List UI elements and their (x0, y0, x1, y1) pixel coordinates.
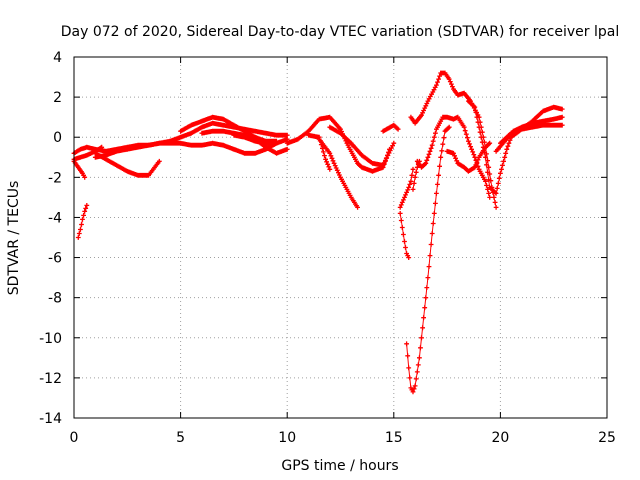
series-markers (231, 132, 279, 146)
series-markers (397, 211, 412, 260)
y-axis-title: SDTVAR / TECUs (6, 181, 22, 296)
series-markers (178, 114, 279, 144)
series-markers (75, 203, 90, 240)
y-tick-label: -4 (48, 210, 62, 226)
y-tick-label: -2 (48, 170, 62, 186)
x-tick-label: 25 (598, 430, 616, 446)
series-markers (414, 114, 493, 200)
y-tick-label: -12 (39, 371, 62, 387)
series-arc-7 (178, 114, 279, 144)
series-markers (92, 150, 162, 178)
series-arc-23 (493, 114, 565, 154)
series-arc-14 (380, 122, 401, 134)
series-arc-16 (397, 211, 412, 260)
series-markers (397, 166, 416, 210)
series-markers (466, 98, 565, 196)
x-axis-title: GPS time / hours (281, 458, 398, 474)
x-tick-label: 20 (491, 430, 509, 446)
y-tick-label: -14 (39, 411, 62, 427)
series-markers (493, 114, 565, 154)
x-tick-label: 0 (70, 430, 79, 446)
y-tick-label: 0 (53, 130, 62, 146)
y-tick-label: -8 (48, 291, 62, 307)
chart-title: Day 072 of 2020, Sidereal Day-to-day VTE… (61, 24, 619, 40)
series-arc-21 (444, 140, 493, 174)
series-markers (498, 122, 565, 146)
series-arc-22 (466, 98, 565, 196)
series-arc-4 (75, 203, 90, 240)
x-tick-label: 10 (278, 430, 296, 446)
y-tick-label: -10 (39, 331, 62, 347)
x-tick-label: 15 (385, 430, 403, 446)
plot-frame (73, 56, 608, 419)
series-markers (327, 124, 397, 168)
series-arc-5 (92, 120, 290, 160)
series-arc-9 (231, 132, 279, 146)
series-arc-17 (404, 124, 452, 395)
series-arc-12 (306, 132, 333, 172)
plot-area (71, 70, 565, 395)
x-tick-label: 5 (176, 430, 185, 446)
series-line (410, 72, 497, 208)
series-markers (306, 132, 333, 172)
series-arc-13 (327, 124, 397, 168)
series-arc-6 (92, 150, 162, 178)
y-tick-label: -6 (48, 251, 62, 267)
axes: 0 5 10 15 20 25 -14 -12 -10 -8 -6 -4 -2 0 2 4 (39, 50, 616, 446)
series-arc-20 (408, 70, 499, 210)
y-tick-label: 4 (53, 50, 62, 66)
grid (74, 57, 607, 418)
series-markers (404, 124, 452, 395)
series-arc-3 (71, 158, 88, 180)
series-arc-24 (498, 122, 565, 146)
series-arc-15 (397, 166, 416, 210)
series-markers (408, 70, 499, 210)
y-tick-label: 2 (53, 90, 62, 106)
series-markers (380, 122, 401, 134)
